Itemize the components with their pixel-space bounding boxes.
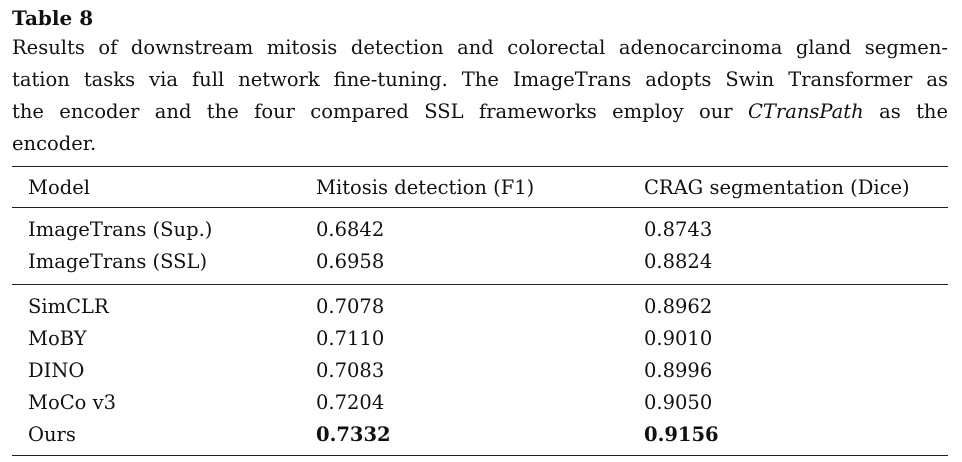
table-row-ours: Ours 0.7332 0.9156 [12,419,948,456]
table-group-ssl: SimCLR 0.7078 0.8962 MoBY 0.7110 0.9010 … [12,284,948,456]
results-table: Model Mitosis detection (F1) CRAG segmen… [12,166,948,456]
cell-model: SimCLR [28,295,109,318]
table-row: MoCo v3 0.7204 0.9050 [12,387,948,419]
caption-italic-term: CTransPath [747,100,864,123]
caption-line-3-end: as the [863,100,949,123]
table-row: MoBY 0.7110 0.9010 [12,323,948,355]
cell-f1: 0.7078 [316,295,385,318]
table-figure: Table 8 Results of downstream mitosis de… [12,4,948,456]
table-row: DINO 0.7083 0.8996 [12,355,948,387]
table-group-imagetrans: ImageTrans (Sup.) 0.6842 0.8743 ImageTra… [12,208,948,285]
cell-dice: 0.9010 [644,327,713,350]
cell-f1: 0.7110 [316,327,385,350]
caption-line-2: tation tasks via full network fine-tunin… [12,68,948,91]
table-header: Model Mitosis detection (F1) CRAG segmen… [12,166,948,208]
cell-f1: 0.7083 [316,359,385,382]
caption-line-3-start: the encoder and the four compared SSL fr… [12,100,748,123]
table-row: ImageTrans (SSL) 0.6958 0.8824 [12,246,948,285]
cell-model: ImageTrans (SSL) [28,250,208,273]
cell-f1: 0.7204 [316,391,385,414]
cell-model: MoBY [28,327,87,350]
table-caption: Results of downstream mitosis detection … [12,32,948,160]
cell-model: MoCo v3 [28,391,116,414]
caption-line-1: Results of downstream mitosis detection … [12,36,948,59]
cell-dice: 0.8996 [644,359,713,382]
cell-model: Ours [28,423,76,446]
caption-line-4: encoder. [12,132,97,155]
caption-line-3: the encoder and the four compared SSL fr… [12,96,948,128]
cell-f1: 0.6842 [316,218,385,241]
header-model: Model [28,175,90,199]
table-row: SimCLR 0.7078 0.8962 [12,285,948,324]
header-row: Model Mitosis detection (F1) CRAG segmen… [12,166,948,208]
table-label: Table 8 [12,6,94,30]
cell-f1-best: 0.7332 [316,423,391,446]
cell-dice-best: 0.9156 [644,423,719,446]
table-row: ImageTrans (Sup.) 0.6842 0.8743 [12,208,948,247]
cell-dice: 0.8962 [644,295,713,318]
cell-model: ImageTrans (Sup.) [28,218,213,241]
cell-dice: 0.8743 [644,218,713,241]
cell-dice: 0.9050 [644,391,713,414]
header-crag: CRAG segmentation (Dice) [644,175,910,199]
cell-f1: 0.6958 [316,250,385,273]
cell-dice: 0.8824 [644,250,713,273]
cell-model: DINO [28,359,85,382]
header-mitosis: Mitosis detection (F1) [316,175,535,199]
